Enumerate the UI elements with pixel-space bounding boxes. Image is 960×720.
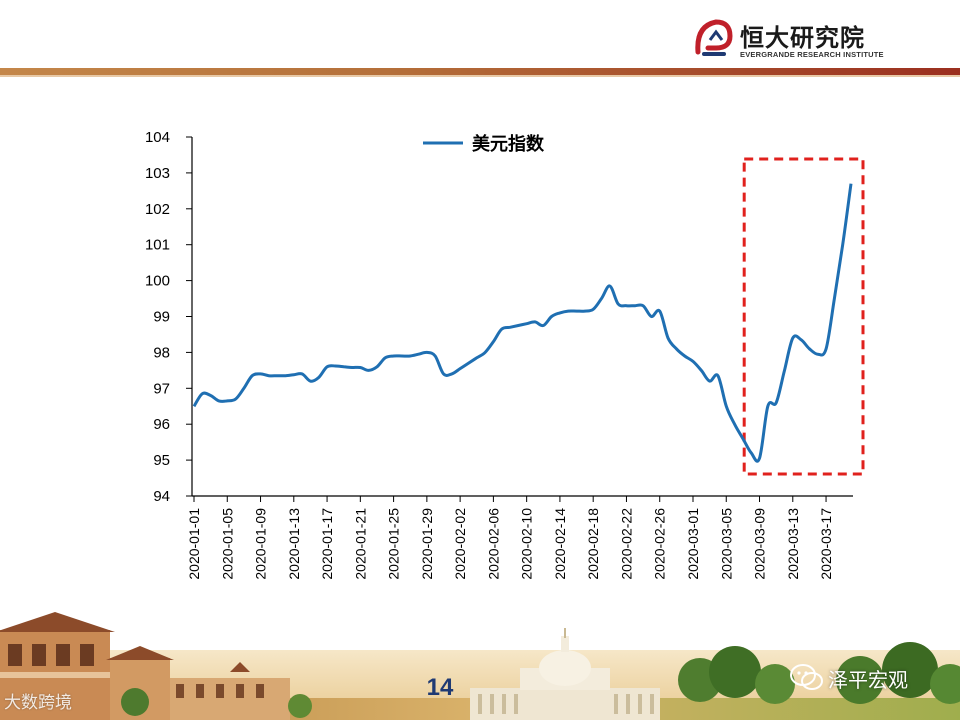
y-tick-label: 96 xyxy=(153,416,170,433)
x-tick-label: 2020-02-14 xyxy=(552,508,568,580)
evergrande-logo: 恒大研究院 EVERGRANDE RESEARCH INSTITUTE xyxy=(694,16,884,62)
capitol-illustration xyxy=(470,628,660,720)
y-tick-label: 101 xyxy=(145,237,170,254)
y-tick-label: 97 xyxy=(153,380,170,397)
footer-banner xyxy=(0,612,960,720)
x-tick-label: 2020-01-09 xyxy=(253,508,269,580)
logo-mark-icon xyxy=(695,19,733,56)
y-tick-label: 102 xyxy=(145,201,170,218)
series-line-dollar-index xyxy=(192,183,853,463)
x-tick-label: 2020-02-06 xyxy=(485,508,501,580)
page-number: 14 xyxy=(426,674,454,701)
x-tick-label: 2020-02-18 xyxy=(585,508,601,580)
x-tick-label: 2020-01-21 xyxy=(352,508,368,580)
y-tick-label: 95 xyxy=(153,452,170,469)
y-tick-label: 103 xyxy=(145,165,170,182)
trees-illustration xyxy=(678,642,960,704)
highlight-box xyxy=(742,157,865,476)
x-tick-label: 2020-01-17 xyxy=(319,508,335,580)
y-tick-label: 99 xyxy=(153,309,170,326)
x-tick-label: 2020-01-13 xyxy=(286,508,302,580)
x-tick-label: 2020-01-05 xyxy=(219,508,235,580)
x-tick-label: 2020-02-22 xyxy=(618,508,634,580)
watermark-right-text: 泽平宏观 xyxy=(828,668,908,692)
logo-name-en: EVERGRANDE RESEARCH INSTITUTE xyxy=(740,50,884,59)
dollar-index-chart: 94 95 96 97 98 99 100 101 102 103 104 2020-01-01 202… xyxy=(145,129,865,580)
x-tick-label: 2020-02-02 xyxy=(452,508,468,580)
x-tick-label: 2020-03-09 xyxy=(752,508,768,580)
x-tick-label: 2020-02-10 xyxy=(519,508,535,580)
y-tick-label: 94 xyxy=(153,488,170,505)
x-tick-label: 2020-03-13 xyxy=(785,508,801,580)
x-tick-label: 2020-01-25 xyxy=(386,508,402,580)
header-rule xyxy=(0,68,960,75)
x-tick-label: 2020-03-05 xyxy=(718,508,734,580)
x-tick-label: 2020-03-17 xyxy=(818,508,834,580)
y-tick-label: 104 xyxy=(145,129,170,146)
x-tick-label: 2020-02-26 xyxy=(652,508,668,580)
watermark-right: 泽平宏观 xyxy=(790,664,950,694)
y-tick-label: 98 xyxy=(153,344,170,361)
logo-name-cn: 恒大研究院 xyxy=(740,24,865,52)
x-tick-label: 2020-03-01 xyxy=(685,508,701,580)
villa-illustration xyxy=(0,612,312,720)
header-rule-secondary xyxy=(0,75,960,77)
wechat-icon xyxy=(790,664,823,690)
y-tick-label: 100 xyxy=(145,273,170,290)
x-tick-label: 2020-01-29 xyxy=(419,508,435,580)
x-tick-label: 2020-01-01 xyxy=(186,508,202,580)
legend-label: 美元指数 xyxy=(472,133,545,155)
watermark-left: 大数跨境 xyxy=(4,693,72,713)
